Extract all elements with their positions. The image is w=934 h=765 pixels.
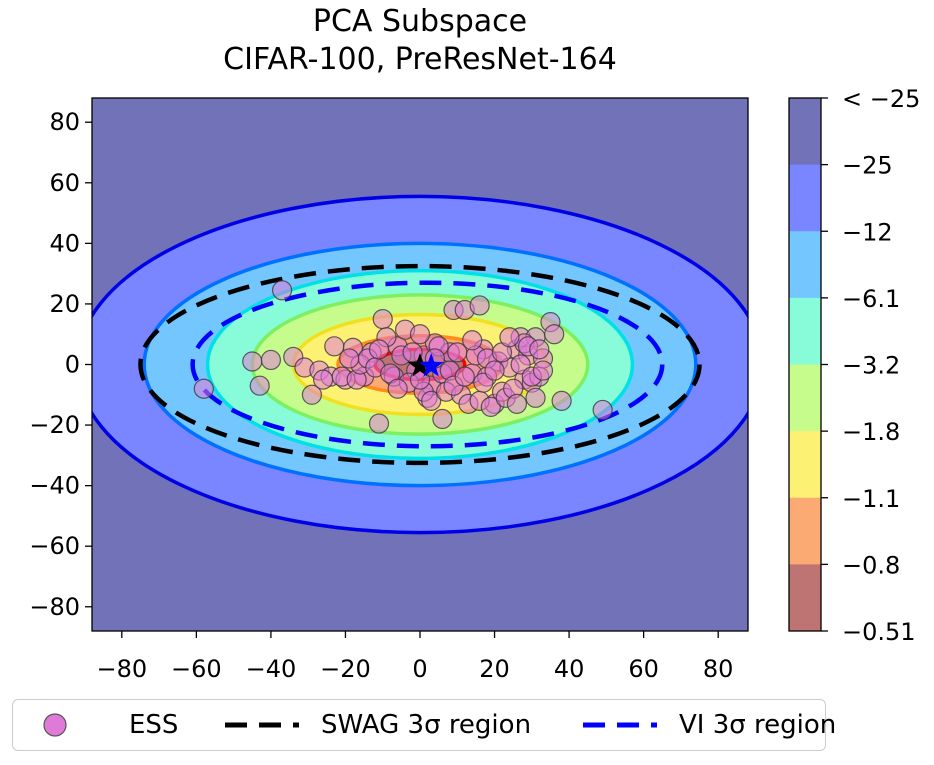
ess-point-7 bbox=[301, 384, 323, 405]
colorbar-label-6: −1.1 bbox=[842, 485, 900, 513]
colorbar-labels: < −25 −25 −12 −6.1 −3.2 −1.8 −1.1 −0.8 −0.51 bbox=[821, 85, 920, 646]
legend-item-swag: SWAG 3σ region bbox=[221, 700, 531, 750]
chart-title-line1: PCA Subspace bbox=[312, 4, 528, 39]
y-tick-label-8: 80 bbox=[49, 108, 80, 136]
ess-point-46 bbox=[544, 324, 565, 345]
x-tick-label-1: −60 bbox=[171, 655, 222, 683]
x-tick-label-5: 20 bbox=[479, 655, 510, 683]
ess-point-93 bbox=[506, 393, 528, 414]
y-tick-label-1: −60 bbox=[29, 532, 80, 560]
ess-point-59 bbox=[402, 342, 423, 363]
ess-point-82 bbox=[339, 348, 360, 369]
ess-point-60 bbox=[409, 324, 431, 345]
x-tick-label-2: −40 bbox=[246, 655, 297, 683]
plot-area bbox=[91, 97, 749, 632]
colorbar-band-5 bbox=[789, 431, 821, 499]
colorbar-label-5: −1.8 bbox=[842, 418, 900, 446]
chart-title-line2: CIFAR-100, PreResNet-164 bbox=[223, 42, 617, 77]
y-tick-label-2: −40 bbox=[29, 472, 80, 500]
ess-point-81 bbox=[312, 369, 334, 390]
ess-point-14 bbox=[368, 413, 390, 434]
x-tick-label-4: 0 bbox=[412, 655, 427, 683]
ess-point-79 bbox=[525, 387, 546, 408]
x-axis: −80 −60 −40 −20 0 20 40 60 80 bbox=[96, 631, 733, 683]
legend-swag-label: SWAG 3σ region bbox=[321, 710, 532, 740]
y-tick-label-3: −20 bbox=[29, 411, 80, 439]
legend-ess-marker bbox=[43, 713, 67, 737]
ess-point-49 bbox=[324, 336, 345, 357]
ess-point-95 bbox=[529, 339, 550, 360]
ess-point-89 bbox=[462, 330, 483, 351]
mean-stars bbox=[407, 353, 444, 377]
ess-point-15 bbox=[372, 308, 393, 330]
colorbar-label-2: −12 bbox=[842, 218, 893, 246]
colorbar-label-3: −6.1 bbox=[842, 285, 900, 313]
legend-item-ess: ESS bbox=[41, 700, 178, 750]
colorbar-band-2 bbox=[789, 231, 821, 299]
ess-point-47 bbox=[551, 390, 572, 411]
colorbar-band-6 bbox=[789, 497, 821, 565]
ess-point-62 bbox=[421, 390, 442, 411]
x-tick-label-8: 80 bbox=[703, 655, 734, 683]
ess-point-3 bbox=[242, 351, 263, 372]
sigma-regions bbox=[138, 263, 702, 466]
legend-vi-label: VI 3σ region bbox=[679, 710, 837, 740]
x-tick-label-3: −20 bbox=[320, 655, 371, 683]
swag-mean-star bbox=[407, 353, 433, 377]
ess-point-72 bbox=[480, 396, 501, 417]
y-tick-label-0: −80 bbox=[29, 593, 80, 621]
colorbar-label-8: −0.51 bbox=[842, 618, 916, 646]
x-tick-label-6: 40 bbox=[554, 655, 585, 683]
legend-vi-line bbox=[583, 722, 657, 728]
swag-3sigma-ellipse bbox=[138, 263, 702, 466]
y-tick-label-5: 20 bbox=[49, 290, 80, 318]
y-tick-label-4: 0 bbox=[65, 351, 80, 379]
colorbar-label-4: −3.2 bbox=[842, 352, 900, 380]
ess-point-84 bbox=[387, 378, 408, 399]
colorbar-band-4 bbox=[789, 364, 821, 432]
ess-point-2 bbox=[249, 375, 270, 396]
vi-3sigma-ellipse bbox=[190, 280, 665, 449]
ess-point-4 bbox=[260, 349, 282, 371]
colorbar-label-0: < −25 bbox=[842, 85, 920, 113]
ess-marker-circle bbox=[43, 713, 67, 737]
ess-points bbox=[193, 280, 613, 434]
colorbar-band-1 bbox=[789, 164, 821, 232]
colorbar bbox=[788, 97, 822, 632]
ess-point-1 bbox=[193, 378, 214, 399]
ess-point-88 bbox=[454, 366, 475, 387]
legend: ESS SWAG 3σ region VI 3σ region bbox=[12, 699, 836, 751]
ess-point-83 bbox=[368, 339, 390, 360]
colorbar-label-1: −25 bbox=[842, 152, 893, 180]
legend-ess-label: ESS bbox=[129, 710, 179, 740]
legend-swag-line bbox=[225, 722, 299, 728]
vi-mean-star bbox=[418, 353, 444, 377]
ess-point-91 bbox=[484, 360, 505, 381]
colorbar-label-7: −0.8 bbox=[842, 551, 900, 579]
colorbar-band-0 bbox=[789, 98, 821, 166]
legend-item-vi: VI 3σ region bbox=[579, 700, 836, 750]
ess-point-30 bbox=[469, 295, 490, 316]
ess-point-24 bbox=[432, 408, 453, 430]
x-tick-label-0: −80 bbox=[96, 655, 147, 683]
y-tick-label-6: 40 bbox=[49, 229, 80, 257]
x-tick-label-7: 60 bbox=[628, 655, 659, 683]
ess-point-48 bbox=[592, 399, 613, 421]
colorbar-band-3 bbox=[789, 297, 821, 365]
ess-point-0 bbox=[271, 280, 293, 301]
y-tick-label-7: 60 bbox=[49, 169, 80, 197]
ess-point-92 bbox=[499, 327, 520, 348]
y-axis: −80 −60 −40 −20 0 20 40 60 80 bbox=[29, 108, 92, 621]
ess-point-80 bbox=[532, 360, 554, 381]
colorbar-band-7 bbox=[789, 564, 821, 632]
